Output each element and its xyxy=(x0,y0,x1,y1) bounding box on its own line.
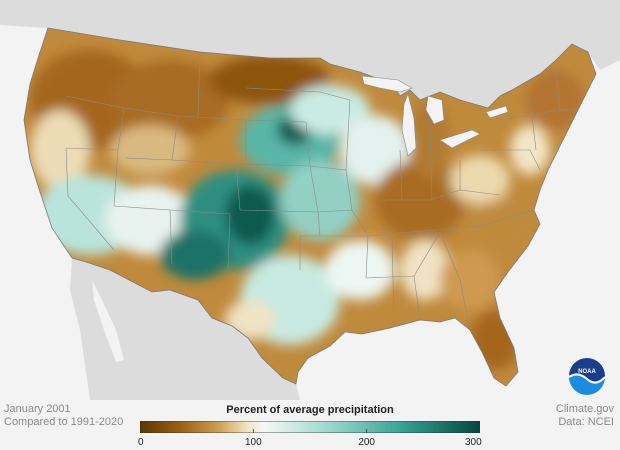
noaa-logo: NOAA xyxy=(568,358,606,395)
great-lakes xyxy=(361,75,509,157)
legend-title: Percent of average precipitation xyxy=(226,404,394,416)
mexico-landmass xyxy=(70,258,300,400)
legend-tick-label: 100 xyxy=(244,437,262,448)
map-baseline: Compared to 1991-2020 xyxy=(4,416,124,428)
credit-data-source: Data: NCEI xyxy=(558,416,614,428)
legend-tick-label: 300 xyxy=(464,437,482,448)
baja-california xyxy=(92,280,124,362)
svg-text:NOAA: NOAA xyxy=(578,369,596,375)
map-date: January 2001 xyxy=(4,403,71,415)
legend-tick-label: 200 xyxy=(358,437,375,448)
legend-tick-label: 0 xyxy=(138,437,144,448)
credit-site: Climate.gov xyxy=(555,403,614,415)
source-credit: Climate.gov Data: NCEI xyxy=(556,403,614,429)
canada-landmass xyxy=(0,0,620,108)
map-date-caption: January 2001 Compared to 1991-2020 xyxy=(4,403,123,429)
legend-color-bar xyxy=(140,421,480,433)
state-borders xyxy=(65,53,578,331)
